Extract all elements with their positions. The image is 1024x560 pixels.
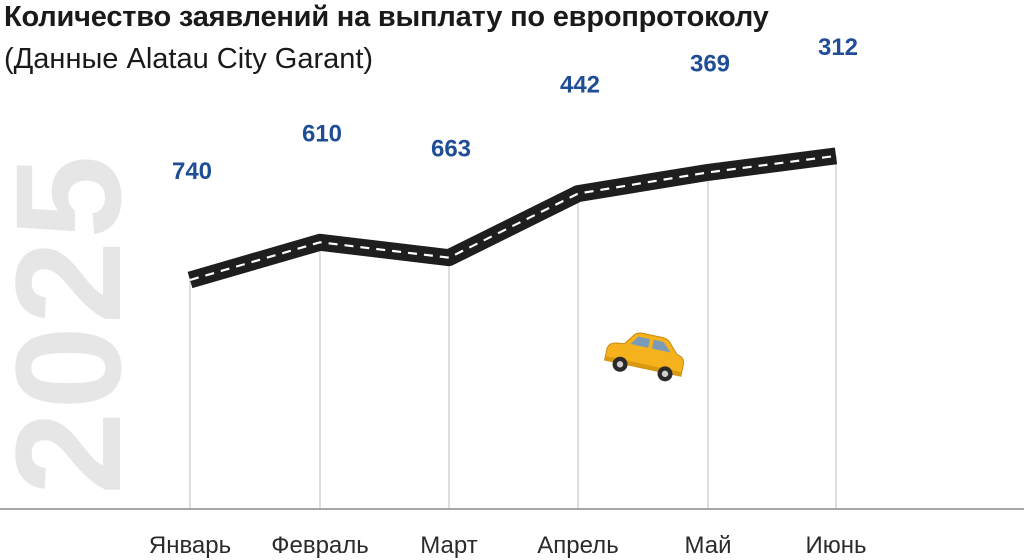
category-label-3: Апрель [537,532,618,559]
car-hubcap-1 [661,370,669,378]
category-label-1: Февраль [271,532,369,559]
guide-lines [189,155,837,509]
car-icon [603,332,685,382]
value-label-4: 369 [690,50,730,77]
chart-title: Количество заявлений на выплату по европ… [4,1,769,33]
road-dash-line [189,154,837,282]
category-label-2: Март [420,532,477,559]
value-label-5: 312 [818,34,858,61]
category-label-4: Май [684,532,731,559]
value-label-0: 740 [172,158,212,185]
category-label-5: Июнь [805,532,866,559]
car-window-rear [651,339,671,353]
car-hubcap-0 [616,361,624,368]
car-window-front [630,336,650,348]
value-label-2: 663 [431,136,471,163]
category-labels: Январь Февраль Март Апрель Май Июнь [149,532,867,559]
value-labels: 740 610 663 442 369 312 [172,34,858,185]
year-watermark: 2025 [0,153,152,495]
category-label-0: Январь [149,532,231,559]
chart-subtitle: (Данные Alatau City Garant) [4,43,374,75]
value-label-3: 442 [560,72,600,99]
road-surface [187,147,838,289]
value-label-1: 610 [302,120,342,147]
road-line [187,147,838,289]
